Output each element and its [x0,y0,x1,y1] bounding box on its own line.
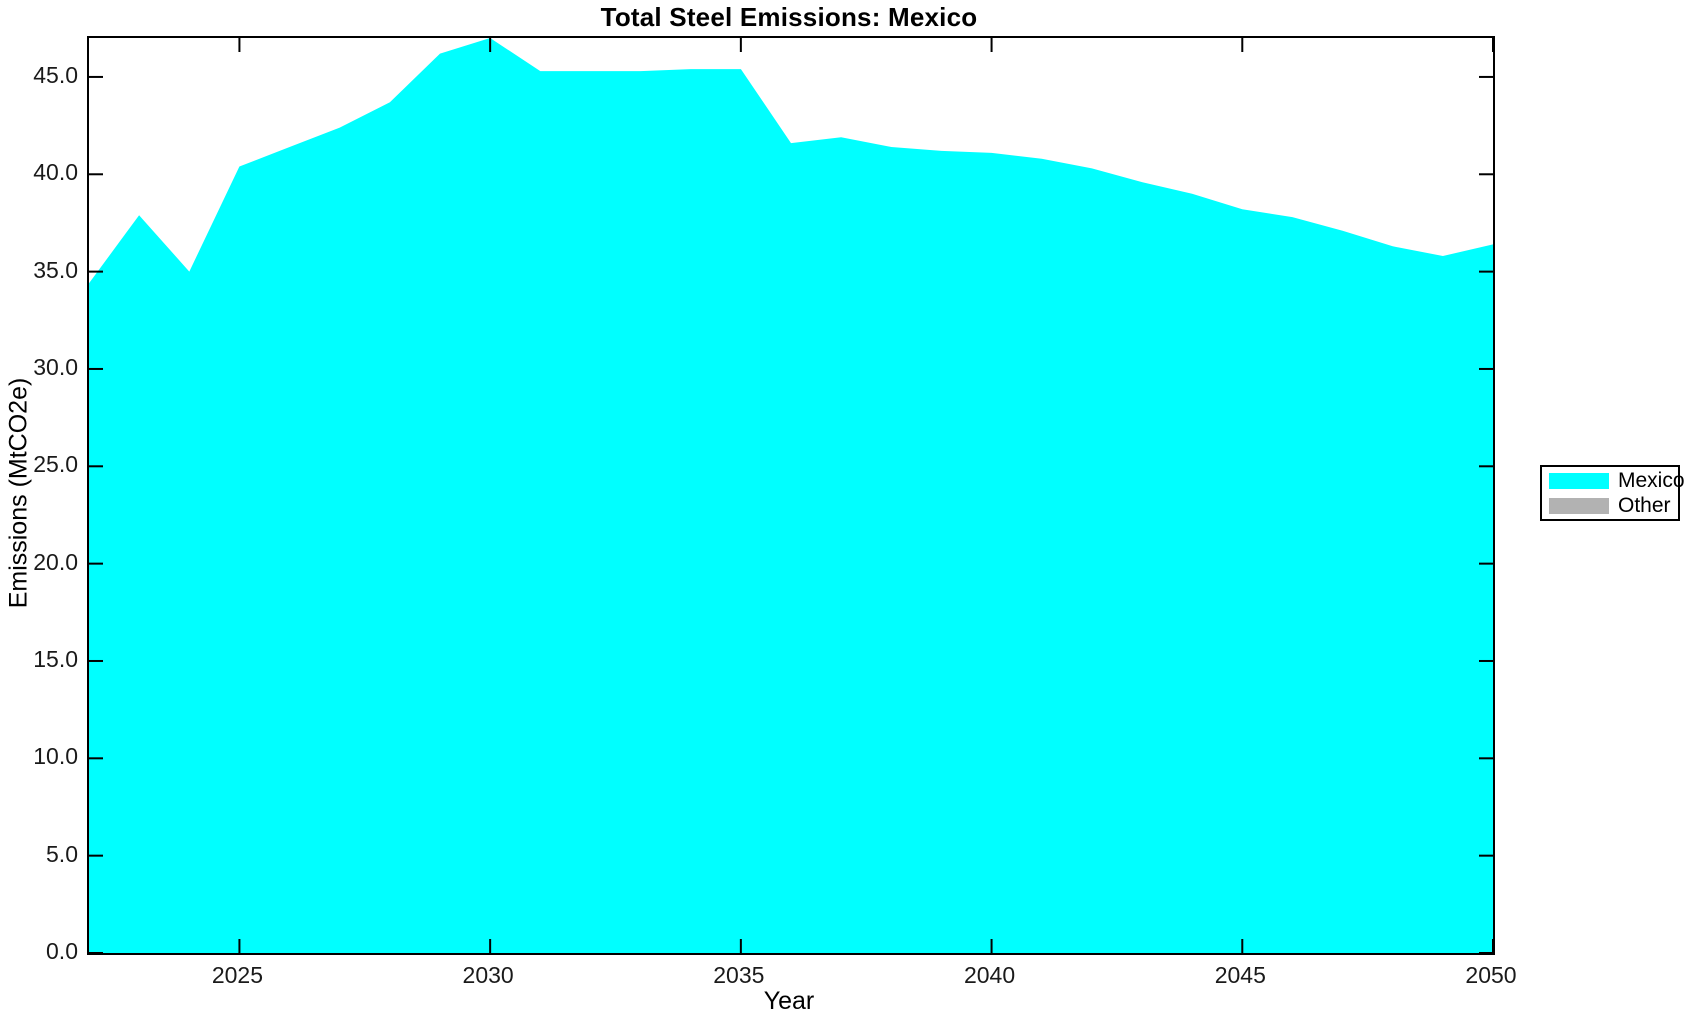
legend-label-mexico: Mexico [1618,468,1685,492]
y-tick-label: 15.0 [33,645,78,672]
legend-label-other: Other [1618,493,1671,517]
other-swatch [1549,497,1609,514]
legend-row-other: Other [1549,493,1671,517]
y-tick-label: 0.0 [46,938,78,964]
x-tick-label: 2025 [211,962,264,988]
x-tick-label: 2045 [1214,962,1266,988]
plot-area [87,36,1495,955]
emissions-area-svg [89,38,1493,953]
area-series-mexico [89,38,1493,953]
x-tick-label: 2035 [713,962,765,988]
x-tick-label: 2050 [1465,962,1517,988]
x-axis-label: Year [763,987,815,1015]
legend: Mexico Other [1540,465,1685,521]
legend-row-mexico: Mexico [1549,469,1685,492]
y-tick-label: 20.0 [33,548,78,575]
y-tick-label: 40.0 [33,159,78,186]
chart-title: Total Steel Emissions: Mexico [600,2,978,32]
y-tick-label: 35.0 [33,256,78,283]
x-tick-label: 2040 [963,962,1016,988]
y-tick-label: 30.0 [33,353,78,380]
y-tick-label: 10.0 [33,743,78,770]
y-tick-label: 25.0 [33,451,78,478]
y-tick-label: 45.0 [33,61,78,88]
y-tick-label: 5.0 [46,840,78,867]
mexico-swatch [1549,472,1609,489]
x-tick-label: 2030 [462,962,514,988]
